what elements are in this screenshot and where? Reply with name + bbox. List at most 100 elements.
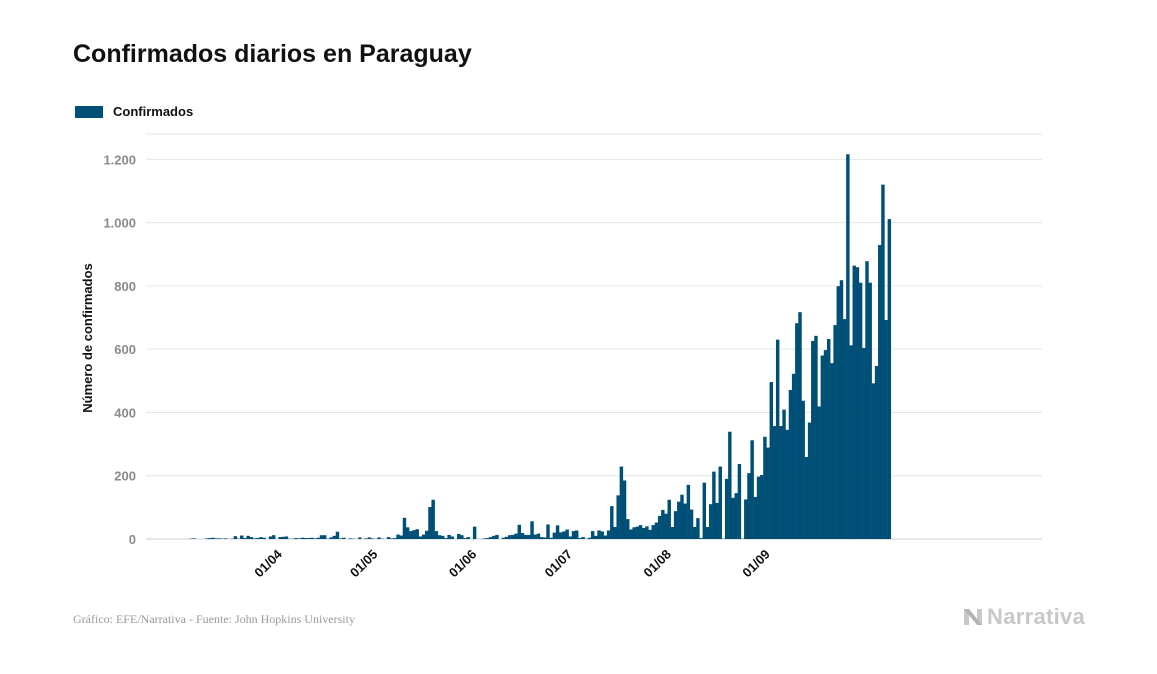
bar bbox=[693, 526, 697, 539]
bar bbox=[536, 533, 541, 539]
bar bbox=[887, 219, 892, 540]
bar bbox=[827, 339, 831, 539]
bar bbox=[456, 533, 461, 539]
bar bbox=[801, 400, 805, 539]
bar bbox=[788, 389, 793, 539]
bar bbox=[268, 536, 273, 539]
bar bbox=[846, 154, 850, 539]
bar bbox=[192, 538, 196, 539]
bar bbox=[775, 339, 780, 539]
bar bbox=[393, 538, 397, 539]
bar bbox=[271, 535, 276, 539]
y-tick-label: 1.200 bbox=[103, 152, 136, 167]
y-tick-label: 1.000 bbox=[103, 216, 136, 231]
bar bbox=[370, 538, 375, 539]
bar bbox=[284, 536, 289, 539]
bar bbox=[817, 406, 821, 539]
bar bbox=[307, 538, 311, 539]
bar bbox=[610, 506, 614, 539]
bar bbox=[807, 422, 812, 539]
bar bbox=[447, 534, 451, 539]
bar bbox=[514, 533, 518, 539]
bar bbox=[511, 534, 515, 539]
x-tick-label: 01/09 bbox=[739, 547, 773, 581]
bar bbox=[728, 431, 732, 539]
bar bbox=[603, 535, 608, 539]
bar bbox=[405, 527, 410, 539]
bar bbox=[482, 538, 486, 539]
bar bbox=[527, 534, 531, 539]
bar bbox=[881, 184, 885, 540]
bar bbox=[463, 538, 467, 539]
bar bbox=[798, 312, 802, 539]
bar bbox=[246, 535, 250, 539]
brand-name: Narrativa bbox=[987, 604, 1086, 629]
bar bbox=[485, 538, 490, 539]
bar bbox=[434, 531, 439, 539]
bar bbox=[600, 531, 604, 539]
bar bbox=[855, 267, 860, 539]
y-tick-label: 0 bbox=[129, 532, 136, 547]
bar bbox=[559, 532, 563, 539]
bar bbox=[255, 538, 260, 539]
bar bbox=[587, 537, 592, 539]
bar bbox=[763, 436, 767, 539]
bar bbox=[756, 476, 761, 539]
bar bbox=[533, 534, 537, 539]
bar bbox=[581, 537, 585, 539]
bar bbox=[574, 530, 579, 539]
bar bbox=[431, 499, 435, 539]
bar bbox=[616, 495, 620, 539]
bar bbox=[233, 536, 238, 539]
bar bbox=[779, 426, 783, 539]
bar bbox=[252, 538, 257, 539]
bar bbox=[606, 530, 611, 539]
bar bbox=[632, 527, 636, 539]
bar bbox=[297, 538, 301, 539]
bar bbox=[389, 538, 394, 539]
bar bbox=[683, 503, 687, 539]
bar bbox=[842, 319, 847, 539]
bar bbox=[396, 534, 400, 539]
bar bbox=[747, 473, 751, 539]
bar bbox=[708, 504, 713, 539]
bar bbox=[865, 261, 869, 539]
bar bbox=[409, 531, 413, 539]
bar bbox=[862, 347, 866, 539]
bar bbox=[594, 535, 598, 539]
bar bbox=[750, 440, 754, 539]
bar bbox=[224, 538, 228, 539]
bar bbox=[348, 538, 352, 539]
bar bbox=[766, 447, 770, 539]
bar bbox=[852, 265, 856, 540]
bar bbox=[517, 524, 522, 539]
bar bbox=[689, 509, 694, 539]
bar bbox=[313, 538, 317, 539]
legend: Confirmados bbox=[75, 104, 193, 119]
bar bbox=[814, 335, 818, 539]
brand-logo: Narrativa bbox=[962, 604, 1085, 630]
bar bbox=[823, 350, 828, 539]
bar bbox=[590, 531, 595, 539]
bar bbox=[259, 537, 263, 539]
legend-swatch bbox=[75, 105, 103, 118]
bar bbox=[441, 535, 445, 539]
bar bbox=[680, 494, 684, 539]
bar bbox=[734, 493, 738, 539]
bar bbox=[278, 537, 282, 539]
bar bbox=[830, 363, 834, 539]
bar bbox=[724, 478, 729, 539]
bar bbox=[319, 535, 324, 539]
bar bbox=[712, 471, 716, 539]
chart-title: Confirmados diarios en Paraguay bbox=[73, 40, 472, 68]
bar bbox=[281, 536, 285, 539]
bar bbox=[785, 429, 789, 539]
bar bbox=[240, 535, 244, 539]
bar bbox=[571, 531, 576, 539]
bar bbox=[760, 475, 764, 539]
bar bbox=[677, 501, 681, 539]
y-tick-label: 800 bbox=[114, 279, 136, 294]
narrativa-logo-icon bbox=[964, 609, 982, 625]
bar bbox=[811, 340, 815, 539]
